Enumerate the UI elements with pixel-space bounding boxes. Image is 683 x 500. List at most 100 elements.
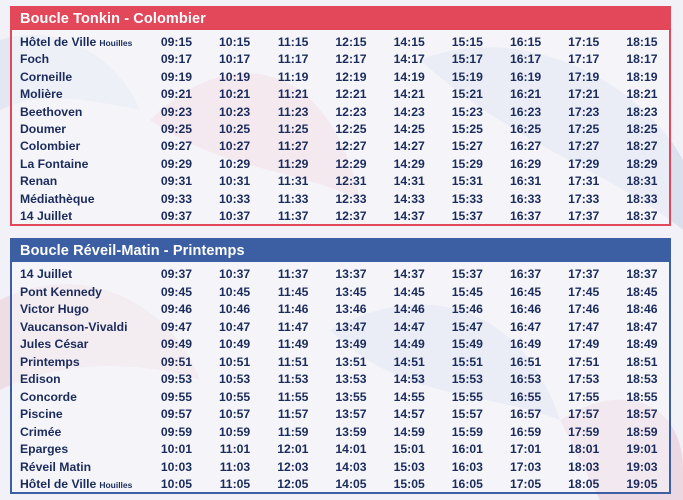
departure-time: 16:51 (509, 354, 542, 369)
departure-time: 14:21 (393, 87, 425, 102)
departure-time: 14:46 (393, 302, 425, 316)
table-row: Foch 09:17 10:17 11:17 12:17 14:17 15:17 16:17 1… (12, 51, 669, 68)
departure-time: 14:49 (393, 337, 425, 351)
departure-time: 18:05 (568, 477, 600, 491)
departure-time: 09:55 (160, 389, 192, 404)
departure-time: 18:33 (626, 191, 658, 206)
departure-time: 16:31 (509, 174, 542, 189)
departure-time: 15:37 (451, 267, 483, 281)
stop-label: Printemps (20, 354, 80, 369)
departure-time: 10:59 (219, 424, 251, 439)
departure-time: 14:57 (393, 407, 425, 421)
table-row: Eparges 10:01 11:01 12:01 14:01 15:01 16:01 17:… (12, 441, 669, 459)
departure-time: 16:01 (451, 442, 483, 456)
stop-name: Edison (12, 371, 152, 389)
stop-name: Hôtel de Ville Houilles (12, 476, 152, 494)
departure-time: 18:53 (626, 372, 658, 386)
stop-town-label: Houilles (99, 480, 133, 490)
departure-time: 18:31 (626, 174, 658, 189)
loop-reveil-matin-printemps: Boucle Réveil-Matin - Printemps 14 Juill… (10, 238, 671, 494)
departure-time: 09:33 (160, 191, 192, 206)
departure-time: 15:15 (451, 35, 483, 49)
stop-label: Médiathèque (20, 191, 95, 206)
departure-time: 10:15 (219, 35, 251, 49)
table-row: Doumer 09:25 10:25 11:25 12:25 14:25 15:25 16:2… (12, 121, 669, 138)
departure-time: 13:37 (335, 267, 367, 281)
table-row: Victor Hugo 09:46 10:46 11:46 13:46 14:46 15:4… (12, 301, 669, 319)
stop-name: Beethoven (12, 104, 152, 121)
departure-time: 15:25 (451, 121, 483, 136)
departure-time: 10:47 (219, 319, 251, 334)
stop-name: Doumer (12, 121, 152, 138)
departure-time: 16:55 (509, 389, 542, 404)
stop-label: Eparges (20, 442, 69, 456)
departure-time: 14:05 (335, 477, 367, 491)
departure-time: 09:53 (160, 372, 192, 386)
stop-name: Printemps (12, 354, 152, 372)
departure-time: 14:29 (393, 156, 425, 171)
departure-time: 11:03 (219, 459, 251, 474)
stop-label: Molière (20, 87, 63, 102)
departure-time: 17:03 (509, 459, 542, 474)
stop-label: Hôtel de Ville (20, 35, 97, 49)
departure-time: 09:57 (160, 407, 192, 421)
stop-label: Hôtel de Ville (20, 477, 97, 491)
departure-time: 14:25 (393, 121, 425, 136)
loop-title: Boucle Tonkin - Colombier (12, 8, 669, 30)
departure-time: 16:37 (509, 208, 542, 223)
departure-time: 19:01 (626, 442, 658, 456)
departure-time: 18:46 (626, 302, 658, 316)
departure-time: 12:31 (335, 174, 367, 189)
departure-time: 18:37 (626, 208, 658, 223)
stop-label: Réveil Matin (20, 459, 92, 474)
departure-time: 18:51 (626, 354, 658, 369)
departure-time: 12:37 (335, 208, 367, 223)
departure-time: 10:33 (219, 191, 251, 206)
departure-time: 14:55 (393, 389, 425, 404)
departure-time: 10:45 (219, 284, 251, 299)
departure-time: 10:37 (219, 208, 251, 223)
departure-time: 10:23 (219, 104, 251, 119)
departure-time: 11:33 (277, 191, 309, 206)
stop-label: Victor Hugo (20, 302, 89, 316)
departure-time: 15:17 (451, 52, 483, 67)
stop-name: Vaucanson-Vivaldi (12, 319, 152, 337)
departure-time: 17:47 (568, 319, 600, 334)
departure-time: 13:53 (335, 372, 367, 386)
departure-time: 16:21 (509, 87, 542, 102)
departure-time: 11:15 (277, 35, 309, 49)
table-row: Molière 09:21 10:21 11:21 12:21 14:21 15:21 16:… (12, 86, 669, 103)
departure-time: 12:01 (277, 442, 309, 456)
departure-time: 17:55 (568, 389, 600, 404)
departure-time: 13:46 (335, 302, 367, 316)
departure-time: 13:45 (335, 284, 367, 299)
table-row: Hôtel de Ville Houilles 09:15 10:15 11:15 12:… (12, 34, 669, 51)
departure-time: 18:21 (626, 87, 658, 102)
departure-time: 15:55 (451, 389, 483, 404)
departure-time: 16:49 (509, 337, 542, 351)
departure-time: 14:31 (393, 174, 425, 189)
stop-label: Corneille (20, 69, 73, 84)
departure-time: 18:19 (626, 69, 658, 84)
departure-time: 15:01 (393, 442, 425, 456)
departure-time: 17:53 (568, 372, 600, 386)
departure-time: 16:03 (451, 459, 483, 474)
table-row: Concorde 09:55 10:55 11:55 13:55 14:55 15:55 16… (12, 389, 669, 407)
departure-time: 14:37 (393, 208, 425, 223)
departure-time: 10:46 (219, 302, 251, 316)
table-row: Piscine 09:57 10:57 11:57 13:57 14:57 15:57 16:… (12, 406, 669, 424)
departure-time: 10:31 (219, 174, 251, 189)
departure-time: 12:05 (277, 477, 309, 491)
stop-label: 14 Juillet (20, 267, 73, 281)
departure-time: 10:57 (219, 407, 251, 421)
departure-time: 15:05 (393, 477, 425, 491)
departure-time: 09:25 (160, 121, 192, 136)
departure-time: 12:23 (335, 104, 367, 119)
departure-time: 17:27 (568, 139, 600, 154)
departure-time: 13:55 (335, 389, 367, 404)
departure-time: 15:27 (451, 139, 483, 154)
departure-time: 10:29 (219, 156, 251, 171)
stop-name: Médiathèque (12, 191, 152, 208)
departure-time: 15:49 (451, 337, 483, 351)
stop-label: Renan (20, 174, 58, 189)
